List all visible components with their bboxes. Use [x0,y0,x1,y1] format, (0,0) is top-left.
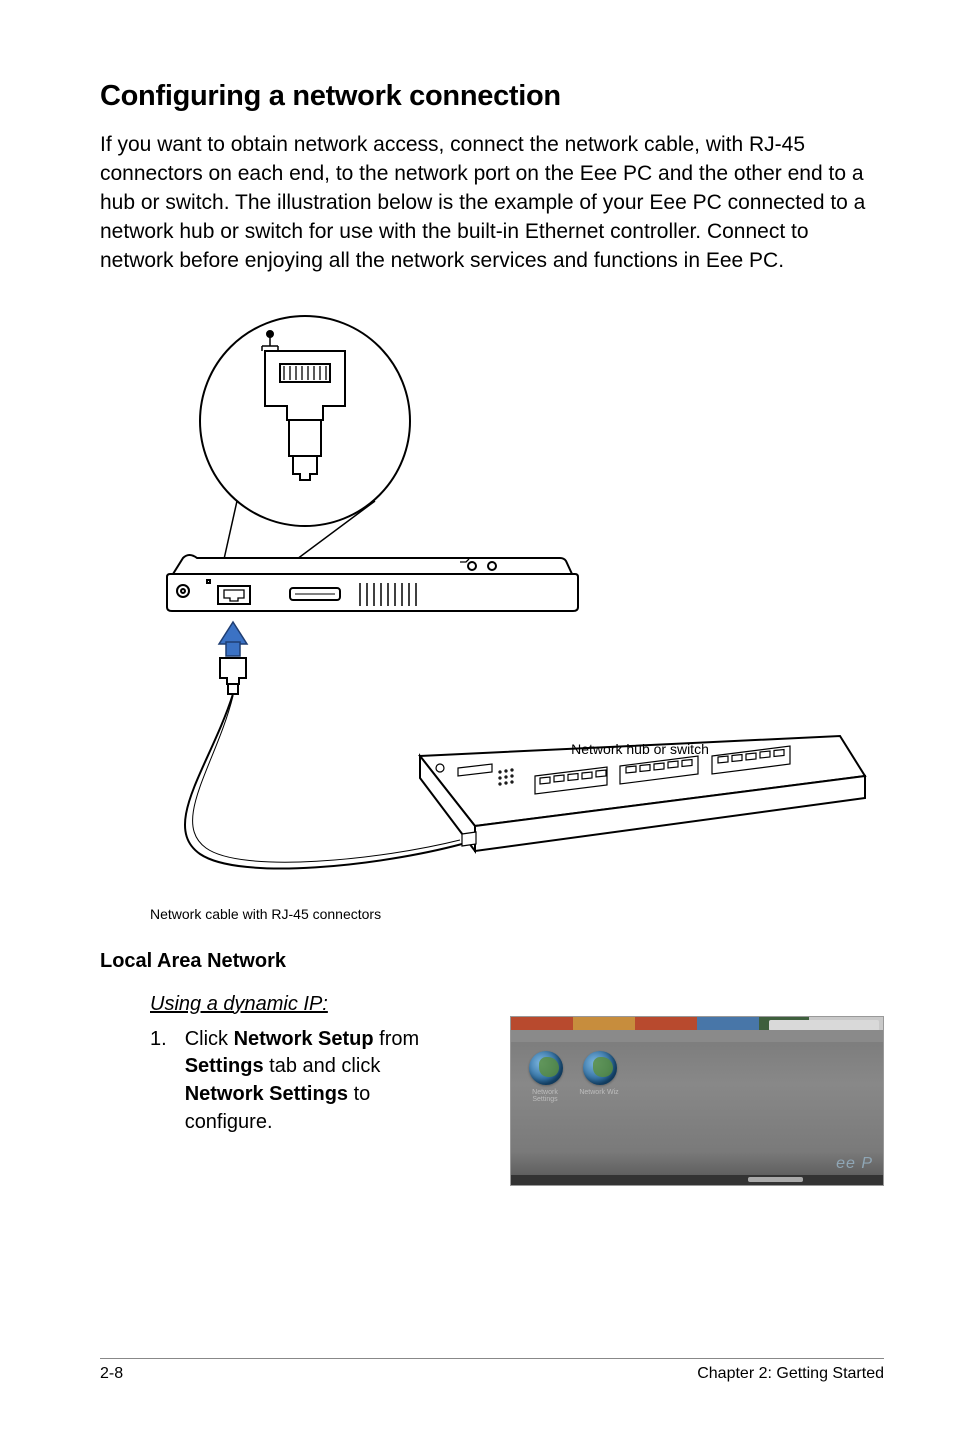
lan-subheading: Local Area Network [100,950,884,973]
chapter-label: Chapter 2: Getting Started [697,1365,884,1383]
screenshot-bottom-pill [748,1177,803,1182]
cable-caption: Network cable with RJ-45 connectors [150,906,884,922]
settings-screenshot: Network Settings Network Wiz ee P [510,1016,884,1186]
screenshot-subbar [511,1030,883,1042]
intro-paragraph: If you want to obtain network access, co… [100,131,880,276]
icon-label-1: Network Settings [523,1089,567,1103]
screenshot-bottom-bar [511,1175,883,1185]
eee-logo: ee P [836,1155,873,1173]
page-number: 2-8 [100,1365,123,1383]
network-wizard-icon [583,1051,617,1085]
section-heading: Configuring a network connection [100,80,884,113]
page-footer: 2-8 Chapter 2: Getting Started [100,1358,884,1383]
hub-label: Network hub or switch [571,741,709,757]
network-settings-icon [529,1051,563,1085]
step-1: 1. Click Network Setup from Settings tab… [150,1026,450,1136]
step-body: Click Network Setup from Settings tab an… [185,1026,450,1136]
network-diagram: Network hub or switch [140,306,870,896]
dynamic-ip-heading: Using a dynamic IP: [150,993,884,1016]
step-number: 1. [150,1026,167,1136]
icon-label-2: Network Wiz [577,1089,621,1096]
